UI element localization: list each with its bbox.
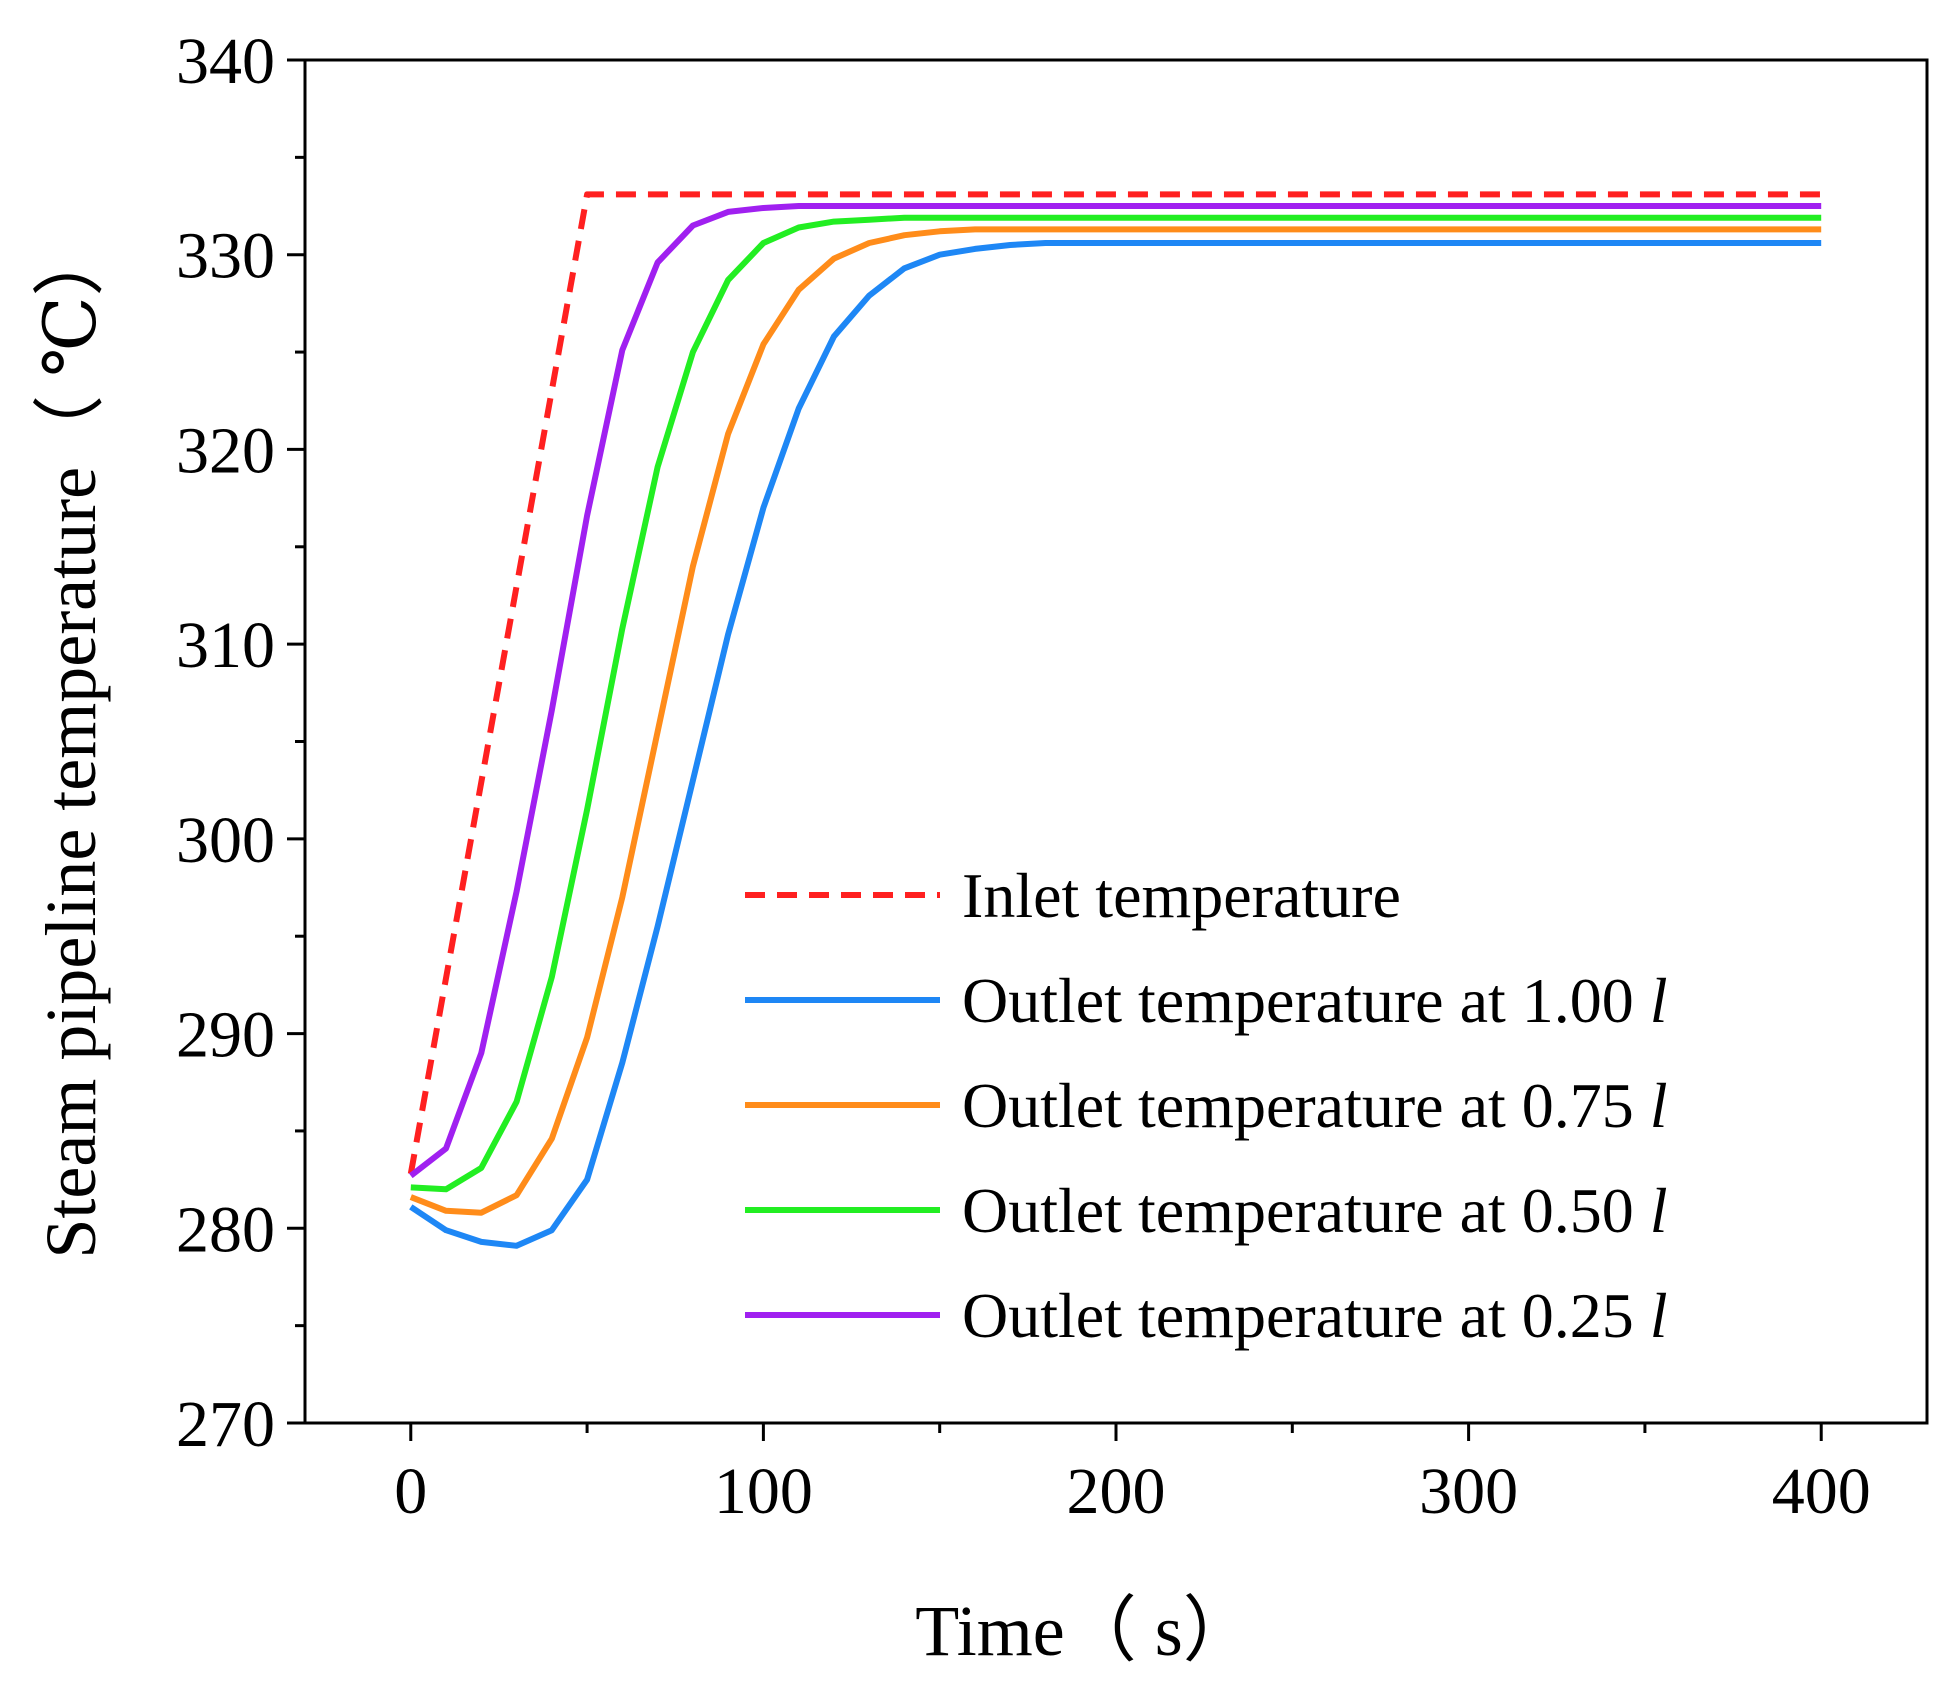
y-tick-label: 340 — [176, 25, 275, 98]
series-line-0 — [407, 191, 1822, 1175]
x-tick-label: 400 — [1772, 1455, 1871, 1528]
y-tick-label: 330 — [176, 220, 275, 293]
legend-label-text: Outlet temperature at 1.00 — [962, 965, 1650, 1036]
y-axis-title: Steam pipeline temperature（ ℃） — [31, 224, 111, 1258]
y-tick-label: 310 — [176, 609, 275, 682]
legend-label-text: Outlet temperature at 0.50 — [962, 1175, 1650, 1246]
x-tick-label: 300 — [1419, 1455, 1518, 1528]
x-axis-title: Time（ s） — [915, 1591, 1254, 1671]
legend-label-italic: l — [1650, 1280, 1668, 1351]
legend-label-italic: l — [1650, 1175, 1668, 1246]
y-tick-label: 290 — [176, 999, 275, 1072]
series-layer — [407, 191, 1822, 1249]
legend-label-0: Inlet temperature — [962, 860, 1401, 931]
series-line-2 — [409, 226, 1822, 1216]
legend: Inlet temperature Outlet temperature at 1… — [745, 860, 1668, 1351]
series-line-1 — [409, 240, 1822, 1249]
x-tick-label: 200 — [1067, 1455, 1166, 1528]
y-tick-label: 320 — [176, 414, 275, 487]
y-tick-label: 280 — [176, 1193, 275, 1266]
x-tick-label: 0 — [394, 1455, 427, 1528]
legend-label-text: Outlet temperature at 0.75 — [962, 1070, 1650, 1141]
legend-label-italic: l — [1650, 1070, 1668, 1141]
legend-label-2: Outlet temperature at 0.75 l — [962, 1070, 1668, 1141]
legend-label-italic: l — [1650, 965, 1668, 1036]
series-line-4 — [408, 203, 1822, 1179]
legend-label-4: Outlet temperature at 0.25 l — [962, 1280, 1668, 1351]
legend-label-3: Outlet temperature at 0.50 l — [962, 1175, 1668, 1246]
legend-label-text: Inlet temperature — [962, 860, 1401, 931]
y-tick-label: 270 — [176, 1388, 275, 1461]
ticks-layer: 0 100 200 300 400 270 280 290 300 310 320 330 340 — [176, 25, 1871, 1528]
y-tick-label: 300 — [176, 804, 275, 877]
x-tick-label: 100 — [714, 1455, 813, 1528]
series-line-3 — [410, 214, 1822, 1193]
legend-label-1: Outlet temperature at 1.00 l — [962, 965, 1668, 1036]
legend-label-text: Outlet temperature at 0.25 — [962, 1280, 1650, 1351]
